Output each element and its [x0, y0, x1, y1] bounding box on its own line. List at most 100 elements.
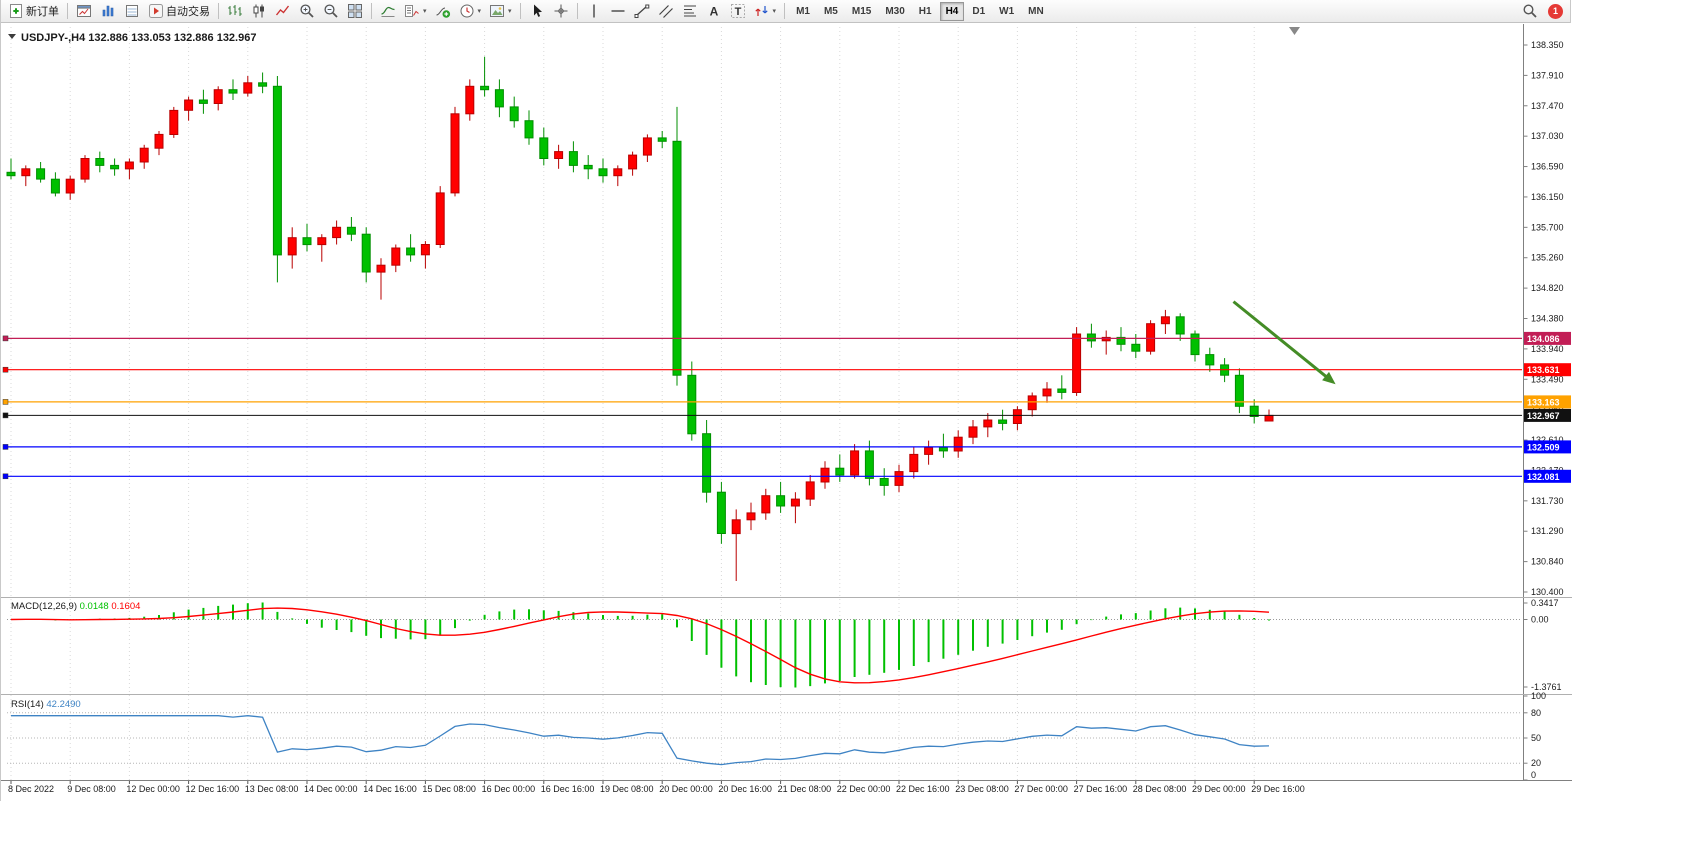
timeframe-m15-button[interactable]: M15	[846, 2, 877, 21]
dropdown-arrow-icon[interactable]: ▾	[423, 7, 427, 15]
notification-badge[interactable]: 1	[1548, 3, 1563, 19]
ohlc-collapse-arrow-icon[interactable]	[8, 34, 16, 39]
toolbar-separator	[784, 3, 786, 19]
trend-line-button[interactable]	[631, 1, 653, 21]
text-label-icon: T	[730, 4, 745, 18]
price-axis-label: 135.260	[1531, 253, 1564, 263]
cursor-button[interactable]	[526, 1, 548, 21]
timeframe-m5-button[interactable]: M5	[818, 2, 844, 21]
arrows-button[interactable]: ▾	[751, 1, 780, 21]
level-price-tag: 132.081	[1524, 469, 1571, 483]
search-button[interactable]	[1519, 1, 1541, 21]
horizontal-line-object[interactable]	[2, 444, 1522, 450]
time-axis-label: 27 Dec 16:00	[1074, 784, 1128, 794]
time-axis-label: 22 Dec 00:00	[837, 784, 891, 794]
time-axis-label: 29 Dec 16:00	[1251, 784, 1305, 794]
svg-text:133.631: 133.631	[1527, 365, 1560, 375]
horizontal-line-icon	[611, 10, 625, 12]
text-icon: A	[709, 5, 718, 19]
vertical-line-button[interactable]	[583, 1, 605, 21]
timeframe-m30-button[interactable]: M30	[879, 2, 910, 21]
rsi-label: RSI(14) 42.2490	[11, 699, 81, 710]
indicators-button[interactable]	[377, 1, 399, 21]
dropdown-arrow-icon[interactable]: ▾	[508, 7, 512, 15]
zoom-out-icon	[324, 4, 338, 18]
line-chart-button[interactable]	[272, 1, 294, 21]
chart-window-button[interactable]	[73, 1, 95, 21]
mt4-window: 新订单 自动交易 ▾ ▾ ▾ A T ▾ M1 M5 M15 M30 H1 H4 D1 W1 MN 1 138.…	[0, 0, 1572, 801]
horizontal-line-button[interactable]	[607, 1, 629, 21]
market-watch-button[interactable]	[97, 1, 119, 21]
chart-shift-marker-icon[interactable]	[1289, 27, 1300, 35]
timeframe-h1-button[interactable]: H1	[913, 2, 938, 21]
timeframe-m1-button[interactable]: M1	[790, 2, 816, 21]
time-axis-label: 14 Dec 00:00	[304, 784, 358, 794]
level-price-tag: 133.163	[1524, 395, 1571, 409]
horizontal-line-object[interactable]	[2, 473, 1522, 480]
trend-arrow-object[interactable]	[1232, 300, 1336, 385]
price-axis-label: 131.730	[1531, 496, 1564, 506]
horizontal-line-object[interactable]	[2, 335, 1522, 342]
time-axis-label: 12 Dec 16:00	[186, 784, 240, 794]
time-axis-label: 15 Dec 08:00	[422, 784, 476, 794]
time-axis-label: 19 Dec 08:00	[600, 784, 654, 794]
templates-button[interactable]: ▾	[486, 1, 515, 21]
horizontal-line-object[interactable]	[2, 399, 1522, 405]
text-button[interactable]: A	[703, 1, 725, 21]
templates-icon	[490, 5, 505, 17]
add-indicator-button[interactable]	[432, 1, 454, 21]
zoom-in-icon	[300, 4, 314, 18]
candlestick-chart-button[interactable]	[248, 1, 270, 21]
indicators-list-button[interactable]: ▾	[401, 1, 430, 21]
level-price-tag: 133.631	[1524, 363, 1571, 377]
periods-button[interactable]: ▾	[456, 1, 485, 21]
zoom-in-button[interactable]	[296, 1, 318, 21]
price-axis-label: 136.590	[1531, 162, 1564, 172]
time-axis-label: 20 Dec 00:00	[659, 784, 713, 794]
rsi-axis-label: 100	[1531, 691, 1546, 701]
time-axis-label: 22 Dec 16:00	[896, 784, 950, 794]
timeframe-d1-button[interactable]: D1	[966, 2, 991, 21]
crosshair-icon	[554, 4, 568, 18]
time-axis-label: 14 Dec 16:00	[363, 784, 417, 794]
price-axis-label: 130.400	[1531, 587, 1564, 597]
rsi-axis-label: 0	[1531, 770, 1536, 780]
dropdown-arrow-icon[interactable]: ▾	[477, 7, 482, 15]
timeframe-w1-button[interactable]: W1	[993, 2, 1020, 21]
current-price-object[interactable]	[2, 412, 1522, 419]
time-axis-label: 12 Dec 00:00	[126, 784, 180, 794]
toolbar-buttons: 新订单 自动交易 ▾ ▾ ▾ A T ▾ M1 M5 M15 M30 H1 H4 D1 W1 MN	[4, 0, 1051, 22]
price-axis-label: 134.380	[1531, 314, 1564, 324]
toolbar-separator	[218, 3, 219, 19]
timeframe-mn-button[interactable]: MN	[1022, 2, 1050, 21]
bar-chart-button[interactable]	[224, 1, 246, 21]
price-axis-label: 137.470	[1531, 101, 1564, 111]
chart-canvas[interactable]: 138.350 137.910 137.470 137.030 136.590 136.1…	[1, 0, 1572, 801]
text-label-button[interactable]: T	[727, 1, 749, 21]
market-watch-icon	[102, 5, 114, 17]
data-window-icon	[126, 5, 138, 17]
vertical-line-icon	[592, 4, 595, 18]
tile-windows-button[interactable]	[344, 1, 366, 21]
timeframe-h4-button[interactable]: H4	[939, 1, 965, 21]
data-window-button[interactable]	[121, 1, 143, 21]
svg-text:133.163: 133.163	[1527, 397, 1560, 407]
add-indicator-icon	[435, 7, 450, 18]
autotrading-button[interactable]: 自动交易	[145, 1, 213, 21]
svg-text:132.081: 132.081	[1527, 472, 1560, 482]
price-axis-label: 136.150	[1531, 192, 1564, 202]
dropdown-arrow-icon[interactable]: ▾	[772, 7, 777, 15]
toolbar-separator	[576, 3, 578, 19]
time-axis-label: 21 Dec 08:00	[778, 784, 832, 794]
price-axis-label: 131.290	[1531, 526, 1564, 536]
time-axis-label: 13 Dec 08:00	[245, 784, 299, 794]
arrows-icon	[754, 6, 768, 16]
crosshair-button[interactable]	[550, 1, 572, 21]
equidistant-channel-button[interactable]	[655, 1, 677, 21]
horizontal-line-object[interactable]	[2, 366, 1522, 373]
fibonacci-button[interactable]	[679, 1, 701, 21]
zoom-out-button[interactable]	[320, 1, 342, 21]
bar-chart-icon	[228, 5, 242, 16]
new-order-button[interactable]: 新订单	[5, 1, 62, 21]
